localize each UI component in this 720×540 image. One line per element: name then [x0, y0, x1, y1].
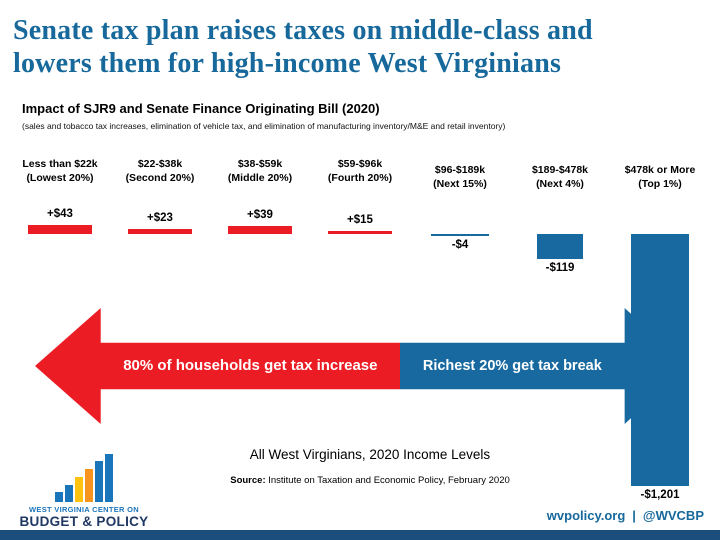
- value-bar: [431, 234, 489, 236]
- footer-links: wvpolicy.org | @WVCBP: [547, 508, 704, 523]
- bottom-accent-bar: [0, 530, 720, 540]
- logo-org-line2: BUDGET & POLICY: [19, 514, 149, 529]
- separator: |: [632, 508, 636, 523]
- category-range: $22-$38k: [137, 158, 183, 170]
- logo-bar: [65, 485, 73, 502]
- logo-org-line1: WEST VIRGINIA CENTER ON: [29, 505, 139, 514]
- category-range: $38-$59k: [237, 158, 283, 170]
- website-link[interactable]: wvpolicy.org: [546, 508, 626, 523]
- value-label: +$15: [347, 213, 373, 226]
- bar-chart: Less than $22k (Lowest 20%) +$43 $22-$38k (S…: [10, 158, 710, 508]
- category-label: $478k or More (Top 1%): [610, 158, 710, 191]
- category-range: $189-$478k: [531, 164, 589, 176]
- category-label: $59-$96k (Fourth 20%): [310, 158, 410, 185]
- tax-increase-arrow-label: 80% of households get tax increase: [123, 357, 378, 375]
- logo-bar: [75, 477, 83, 502]
- source-line: Source: Institute on Taxation and Econom…: [150, 475, 590, 486]
- value-label: -$4: [451, 239, 469, 251]
- chart-column: $38-$59k (Middle 20%) +$39: [210, 158, 310, 234]
- category-group: (Lowest 20%): [26, 171, 94, 184]
- category-label: $189-$478k (Next 4%): [510, 158, 610, 191]
- category-label: $96-$189k (Next 15%): [410, 158, 510, 191]
- chart-title: Impact of SJR9 and Senate Finance Origin…: [22, 101, 380, 116]
- chart-column: $96-$189k (Next 15%) -$4: [410, 158, 510, 251]
- source-label: Source:: [230, 475, 266, 486]
- category-group: (Top 1%): [638, 177, 682, 190]
- chart-column: $189-$478k (Next 4%) -$119: [510, 158, 610, 274]
- category-group: (Next 15%): [433, 177, 487, 190]
- value-label: +$23: [147, 212, 173, 225]
- category-range: $96-$189k: [434, 164, 486, 176]
- chart-caption: All West Virginians, 2020 Income Levels: [249, 447, 491, 462]
- twitter-handle[interactable]: @WVCBP: [642, 508, 704, 523]
- page-title: Senate tax plan raises taxes on middle-c…: [13, 15, 593, 80]
- category-label: $22-$38k (Second 20%): [110, 158, 210, 185]
- value-label: -$1,201: [640, 489, 680, 502]
- category-group: (Middle 20%): [227, 171, 293, 184]
- category-range: $478k or More: [624, 164, 696, 176]
- value-bar: [328, 230, 392, 234]
- value-bar: [28, 224, 92, 234]
- category-group: (Second 20%): [125, 171, 195, 184]
- value-label: +$39: [247, 208, 273, 221]
- category-label: $38-$59k (Middle 20%): [210, 158, 310, 185]
- tax-break-arrow-label: Richest 20% get tax break: [422, 357, 602, 374]
- category-range: Less than $22k: [22, 158, 98, 170]
- category-group: (Next 4%): [536, 177, 584, 190]
- chart-column: $478k or More (Top 1%) -$1,201: [610, 158, 710, 501]
- category-range: $59-$96k: [337, 158, 383, 170]
- value-label: -$119: [545, 261, 575, 274]
- category-group: (Fourth 20%): [327, 171, 393, 184]
- value-label: +$43: [47, 207, 73, 220]
- logo-bars-icon: [8, 452, 160, 502]
- logo-bar: [95, 461, 103, 502]
- chart-column: $22-$38k (Second 20%) +$23: [110, 158, 210, 234]
- logo-bar: [85, 469, 93, 502]
- category-label: Less than $22k (Lowest 20%): [10, 158, 110, 185]
- value-bar: [128, 229, 192, 234]
- logo-bar: [105, 454, 113, 502]
- chart-column: $59-$96k (Fourth 20%) +$15: [310, 158, 410, 234]
- source-text: Institute on Taxation and Economic Polic…: [265, 475, 510, 486]
- value-bar: [537, 234, 583, 259]
- chart-note: (sales and tobacco tax increases, elimin…: [22, 121, 506, 131]
- logo-bar: [55, 492, 63, 502]
- org-logo: WEST VIRGINIA CENTER ON BUDGET & POLICY: [8, 452, 160, 529]
- chart-column: Less than $22k (Lowest 20%) +$43: [10, 158, 110, 234]
- value-bar: [228, 225, 292, 234]
